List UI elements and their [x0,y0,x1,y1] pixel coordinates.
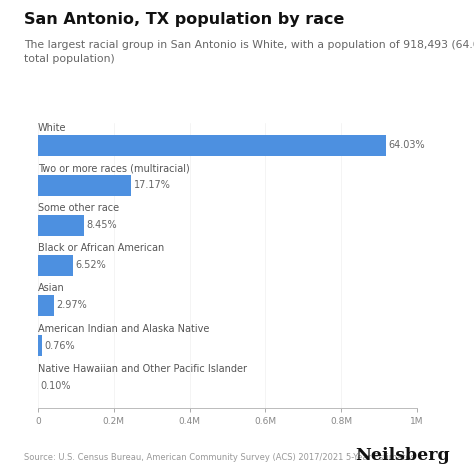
Text: 17.17%: 17.17% [134,180,171,191]
Text: 6.52%: 6.52% [76,260,107,271]
Text: 0.76%: 0.76% [45,340,75,351]
Text: 8.45%: 8.45% [86,220,117,230]
Text: Native Hawaiian and Other Pacific Islander: Native Hawaiian and Other Pacific Island… [38,364,247,374]
Text: Neilsberg: Neilsberg [356,447,450,464]
Text: 2.97%: 2.97% [56,301,87,310]
Text: White: White [38,123,66,133]
Bar [38,135,386,155]
Text: Some other race: Some other race [38,203,119,213]
Bar [38,335,42,356]
Bar [38,215,84,236]
Text: Asian: Asian [38,283,64,293]
Text: San Antonio, TX population by race: San Antonio, TX population by race [24,12,344,27]
Text: Source: U.S. Census Bureau, American Community Survey (ACS) 2017/2021 5-Year Est: Source: U.S. Census Bureau, American Com… [24,453,415,462]
Text: Two or more races (multiracial): Two or more races (multiracial) [38,164,190,173]
Bar [38,175,131,196]
Bar [38,295,54,316]
Text: The largest racial group in San Antonio is White, with a population of 918,493 (: The largest racial group in San Antonio … [24,40,474,64]
Text: 0.10%: 0.10% [41,381,71,391]
Text: Black or African American: Black or African American [38,244,164,254]
Text: American Indian and Alaska Native: American Indian and Alaska Native [38,324,210,334]
Text: 64.03%: 64.03% [389,140,425,150]
Bar [38,255,73,276]
